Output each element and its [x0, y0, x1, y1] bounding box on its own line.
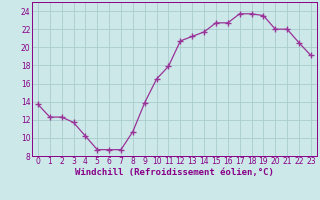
- X-axis label: Windchill (Refroidissement éolien,°C): Windchill (Refroidissement éolien,°C): [75, 168, 274, 177]
